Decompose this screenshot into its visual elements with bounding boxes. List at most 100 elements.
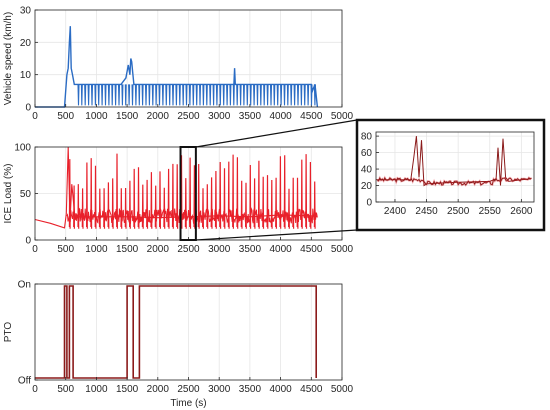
ice-load-spike [283,155,286,229]
x-tick-label: 2500 [177,111,200,122]
y-tick-label: 20 [20,38,32,49]
vehicle-speed-stop-dip [209,84,212,106]
vehicle-speed-stop-dip [239,84,242,106]
ice-load-zoom-line [376,136,531,187]
vehicle-speed-stop-dip [195,84,198,106]
vehicle-speed-stop-dip [212,84,215,106]
ice-load-spike [206,184,209,229]
ice-load-spike [257,160,260,229]
vehicle-speed-stop-dip [242,84,245,106]
vehicle-speed-stop-dip [104,84,107,106]
vehicle-speed-stop-dip [259,84,262,106]
vehicle-speed-stop-dip [296,84,300,106]
vehicle-speed-stop-dip [90,84,94,106]
ice-load-spike [266,175,269,229]
ice-load-spike [270,179,273,229]
vehicle-speed-stop-dip [253,84,256,106]
x-tick-label: 5000 [331,244,354,255]
vehicle-speed-stop-dip [134,84,137,106]
x-tick-label: 1500 [116,244,139,255]
vehicle-speed-stop-dip [276,84,279,106]
ice-load-spike [309,161,312,229]
ice-load-spike [163,187,166,229]
vehicle-speed-stop-dip [101,84,104,106]
ice-load-spike [292,177,295,229]
ice-load-spike [86,162,88,229]
vehicle-speed-stop-dip [107,84,110,106]
vehicle-speed-stop-dip [273,84,276,106]
vehicle-speed-stop-dip [144,84,148,106]
x-tick-label: 2400 [384,206,407,217]
ice-load-spike [154,185,157,229]
zoom-axes-frame [375,131,535,203]
ice-load-spike [94,165,97,229]
ice-load-spike [210,177,213,229]
vehicle-speed-stop-dip [158,84,161,106]
vehicle-speed-ylabel: Vehicle speed (km/h) [3,12,14,105]
ice-load-spike [214,170,217,229]
y-tick-label: 50 [20,189,32,200]
pto-ylabel: PTO [3,322,14,343]
vehicle-speed-stop-dip [307,84,310,106]
x-tick-label: 3000 [208,244,231,255]
ice-load-spike [176,164,179,229]
x-tick-label: 2000 [147,384,170,395]
vehicle-speed-stop-dip [175,84,178,106]
vehicle-speed-stop-dip [138,84,141,106]
vehicle-speed-stop-dip [178,84,181,106]
vehicle-speed-stop-dip [236,84,239,106]
x-tick-label: 2500 [177,244,200,255]
vehicle-speed-stop-dip [249,84,252,106]
vehicle-speed-stop-dip [293,84,296,106]
vehicle-speed-stop-dip [168,84,171,106]
vehicle-speed-stop-dip [148,84,151,106]
x-tick-label: 2550 [479,206,502,217]
ice-load-ylabel: ICE Load (%) [3,163,14,223]
ice-load-spike [232,154,234,229]
vehicle-speed-stop-dip [84,84,87,106]
x-tick-label: 500 [57,384,74,395]
vehicle-speed-stop-dip [87,84,90,106]
vehicle-speed-stop-dip [124,84,127,106]
ice-load-spike [305,154,308,229]
x-tick-label: 4000 [269,384,292,395]
ice-load-spike [90,158,93,229]
ice-load-spike [189,157,192,229]
vehicle-speed-stop-dip [280,84,283,106]
y-tick-label: 10 [20,70,32,81]
vehicle-speed-stop-dip [283,84,286,106]
ice-load-spike [159,171,161,229]
vehicle-speed-stop-dip [111,84,114,106]
vehicle-speed-stop-dip [161,84,164,106]
x-tick-label: 4500 [300,244,323,255]
pto-panel: 0 500 1000 1500 2000 2500 3000 3500 4000 4500 5000… [3,280,354,410]
zoom-connector-bottom [195,229,358,241]
ice-load-spike [313,181,316,229]
ice-load-spike [77,184,80,229]
vehicle-speed-stop-dip [199,84,202,106]
ice-load-spike [111,178,114,229]
vehicle-speed-stop-dip [97,84,100,106]
vehicle-speed-line [35,26,319,108]
ice-load-spike [227,161,230,229]
x-tick-label: 5000 [331,384,354,395]
ice-load-panel: 0 500 1000 1500 2000 2500 3000 3500 4000 4500 5000… [3,143,354,256]
vehicle-speed-stop-dip [171,84,175,106]
vehicle-speed-stop-dip [182,84,185,106]
vehicle-speed-stop-dip [286,84,289,106]
ice-load-spike [133,168,136,229]
ice-load-spike [236,157,239,229]
ice-load-spike [150,172,153,229]
vehicle-speed-stop-dip [77,84,80,106]
x-tick-label: 4000 [269,111,292,122]
ice-load-spike [300,159,303,229]
vehicle-speed-stop-dip [114,84,117,106]
ice-load-spike [240,180,243,229]
ice-load-spike [202,188,204,229]
ice-load-spike [129,180,131,229]
x-tick-label: 2000 [147,111,170,122]
vehicle-speed-stop-dip [131,84,134,106]
x-tick-label: 3500 [239,384,262,395]
y-tick-label: 30 [20,6,32,17]
